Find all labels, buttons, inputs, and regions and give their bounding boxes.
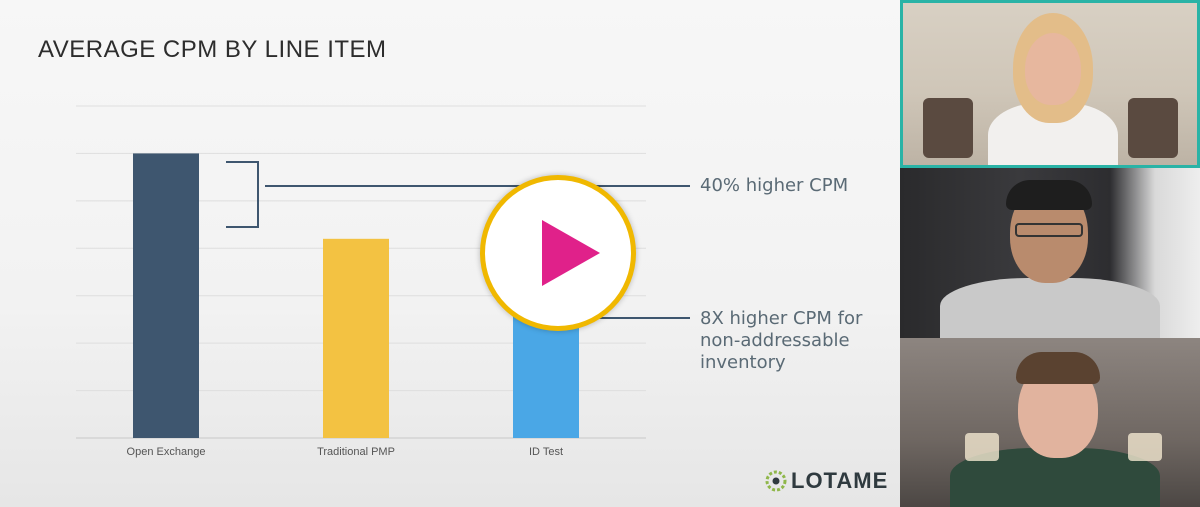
bar-chart: Open Exchange Traditional PMP ID Test — [76, 105, 690, 458]
participant-video-3 — [900, 338, 1200, 507]
participant-figure — [940, 278, 1160, 338]
lotame-logo: LOTAME — [765, 468, 888, 494]
participant-hair — [1006, 180, 1092, 210]
slide-title: AVERAGE CPM BY LINE ITEM — [38, 36, 387, 63]
lotame-logo-icon — [765, 470, 787, 492]
presentation-slide: AVERAGE CPM BY LINE ITEM Open Exchange Tr… — [0, 0, 900, 507]
chart-annotations — [226, 161, 690, 319]
participant-hair — [1016, 352, 1100, 384]
x-tick-label: Traditional PMP — [317, 446, 395, 458]
lotame-logo-text: LOTAME — [791, 468, 889, 493]
bar-id-test — [513, 314, 579, 438]
play-button[interactable] — [480, 175, 636, 331]
callout-40-percent: 40% higher CPM — [700, 175, 849, 196]
x-tick-label: Open Exchange — [127, 446, 206, 458]
participant-video-2 — [900, 168, 1200, 338]
x-tick-label: ID Test — [529, 446, 563, 458]
glasses-icon — [1015, 223, 1083, 237]
play-icon — [542, 220, 600, 286]
background-chair — [1128, 98, 1178, 158]
background-lamp — [965, 433, 999, 461]
bar-open-exchange — [133, 153, 199, 438]
background-lamp — [1128, 433, 1162, 461]
background-chair — [923, 98, 973, 158]
participant-video-1 — [900, 0, 1200, 168]
bracket — [226, 161, 259, 228]
bar-traditional-pmp — [323, 238, 389, 438]
callout-8x: 8X higher CPM for non-addressable invent… — [700, 308, 863, 373]
participant-face — [1025, 33, 1081, 105]
